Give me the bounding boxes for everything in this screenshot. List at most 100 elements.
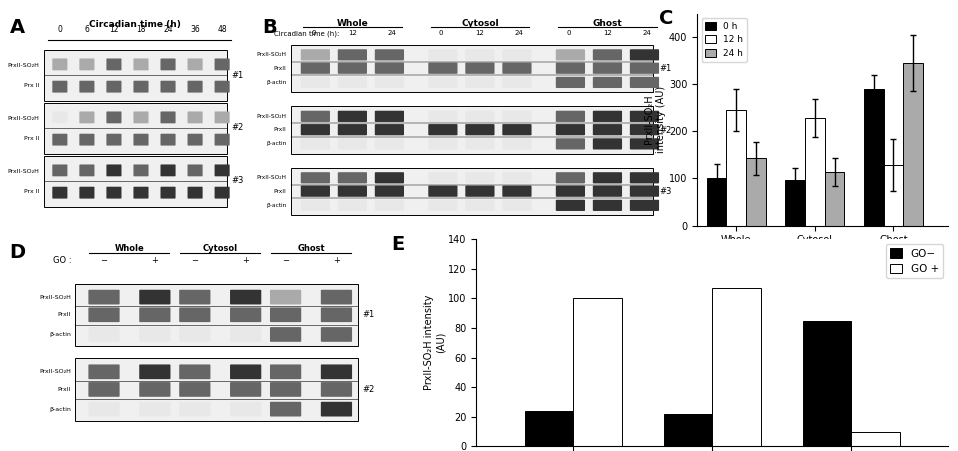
FancyBboxPatch shape: [502, 200, 532, 211]
FancyBboxPatch shape: [106, 111, 122, 123]
FancyBboxPatch shape: [230, 327, 262, 342]
FancyBboxPatch shape: [593, 110, 622, 122]
FancyBboxPatch shape: [139, 402, 171, 417]
FancyBboxPatch shape: [502, 49, 532, 60]
Text: PrxII: PrxII: [274, 66, 286, 71]
Text: β-actin: β-actin: [266, 142, 286, 147]
FancyBboxPatch shape: [466, 185, 494, 197]
Text: 12: 12: [109, 25, 119, 34]
FancyBboxPatch shape: [593, 200, 622, 211]
FancyBboxPatch shape: [179, 364, 211, 379]
FancyBboxPatch shape: [593, 185, 622, 197]
FancyBboxPatch shape: [556, 77, 585, 88]
Bar: [525, 411, 574, 446]
FancyBboxPatch shape: [593, 138, 622, 150]
FancyBboxPatch shape: [290, 168, 652, 216]
FancyBboxPatch shape: [88, 290, 120, 304]
FancyBboxPatch shape: [215, 133, 230, 146]
FancyBboxPatch shape: [321, 290, 353, 304]
Text: PrxII-SO₂H: PrxII-SO₂H: [8, 169, 39, 174]
FancyBboxPatch shape: [161, 187, 175, 198]
FancyBboxPatch shape: [215, 111, 230, 123]
Bar: [726, 110, 746, 226]
FancyBboxPatch shape: [179, 402, 211, 417]
Text: #3: #3: [231, 176, 243, 185]
Bar: [746, 158, 765, 226]
FancyBboxPatch shape: [502, 124, 532, 135]
FancyBboxPatch shape: [139, 290, 171, 304]
Text: 0: 0: [57, 25, 62, 34]
Text: 24: 24: [514, 31, 523, 37]
Text: Cytosol: Cytosol: [461, 19, 499, 28]
FancyBboxPatch shape: [301, 110, 330, 122]
FancyBboxPatch shape: [556, 138, 585, 150]
FancyBboxPatch shape: [290, 45, 652, 92]
FancyBboxPatch shape: [502, 172, 532, 184]
FancyBboxPatch shape: [139, 327, 171, 342]
FancyBboxPatch shape: [215, 81, 230, 92]
Text: PrxII: PrxII: [57, 387, 71, 392]
FancyBboxPatch shape: [133, 81, 148, 92]
FancyBboxPatch shape: [53, 59, 67, 70]
FancyBboxPatch shape: [301, 49, 330, 60]
FancyBboxPatch shape: [321, 364, 353, 379]
FancyBboxPatch shape: [88, 402, 120, 417]
FancyBboxPatch shape: [629, 49, 659, 60]
FancyBboxPatch shape: [139, 382, 171, 397]
FancyBboxPatch shape: [321, 402, 353, 417]
FancyBboxPatch shape: [88, 382, 120, 397]
Text: #2: #2: [231, 124, 243, 133]
FancyBboxPatch shape: [338, 63, 367, 74]
FancyBboxPatch shape: [556, 172, 585, 184]
FancyBboxPatch shape: [161, 111, 175, 123]
Text: A: A: [10, 18, 25, 37]
Bar: [864, 89, 883, 226]
FancyBboxPatch shape: [80, 81, 95, 92]
FancyBboxPatch shape: [593, 49, 622, 60]
FancyBboxPatch shape: [466, 138, 494, 150]
Text: PrxII-SO₂H: PrxII-SO₂H: [8, 116, 39, 121]
FancyBboxPatch shape: [321, 382, 353, 397]
FancyBboxPatch shape: [230, 402, 262, 417]
FancyBboxPatch shape: [188, 187, 203, 198]
Text: Prx II: Prx II: [24, 189, 39, 194]
FancyBboxPatch shape: [188, 133, 203, 146]
FancyBboxPatch shape: [270, 402, 301, 417]
FancyBboxPatch shape: [179, 327, 211, 342]
Text: PrxII-SO₂H: PrxII-SO₂H: [39, 369, 71, 374]
Text: PrxII: PrxII: [57, 312, 71, 317]
FancyBboxPatch shape: [301, 172, 330, 184]
FancyBboxPatch shape: [338, 110, 367, 122]
FancyBboxPatch shape: [375, 49, 404, 60]
FancyBboxPatch shape: [502, 110, 532, 122]
FancyBboxPatch shape: [133, 111, 148, 123]
FancyBboxPatch shape: [53, 133, 67, 146]
FancyBboxPatch shape: [466, 49, 494, 60]
Text: Whole: Whole: [115, 244, 145, 253]
Text: 6: 6: [84, 25, 89, 34]
Text: 12: 12: [603, 31, 612, 37]
Text: Prx II: Prx II: [24, 136, 39, 141]
FancyBboxPatch shape: [179, 382, 211, 397]
Text: #1: #1: [362, 310, 375, 319]
FancyBboxPatch shape: [593, 124, 622, 135]
FancyBboxPatch shape: [338, 77, 367, 88]
FancyBboxPatch shape: [106, 133, 122, 146]
FancyBboxPatch shape: [338, 172, 367, 184]
Bar: [883, 165, 903, 226]
FancyBboxPatch shape: [593, 63, 622, 74]
FancyBboxPatch shape: [428, 110, 458, 122]
Text: 36: 36: [191, 25, 200, 34]
Text: 24: 24: [163, 25, 172, 34]
FancyBboxPatch shape: [556, 110, 585, 122]
FancyBboxPatch shape: [133, 187, 148, 198]
FancyBboxPatch shape: [466, 63, 494, 74]
Text: Circadian time (h):: Circadian time (h):: [274, 31, 339, 37]
Text: C: C: [659, 9, 673, 28]
FancyBboxPatch shape: [428, 172, 458, 184]
FancyBboxPatch shape: [466, 172, 494, 184]
Text: PrxII: PrxII: [274, 189, 286, 193]
Text: +: +: [151, 256, 158, 265]
FancyBboxPatch shape: [502, 77, 532, 88]
Bar: [805, 118, 825, 226]
